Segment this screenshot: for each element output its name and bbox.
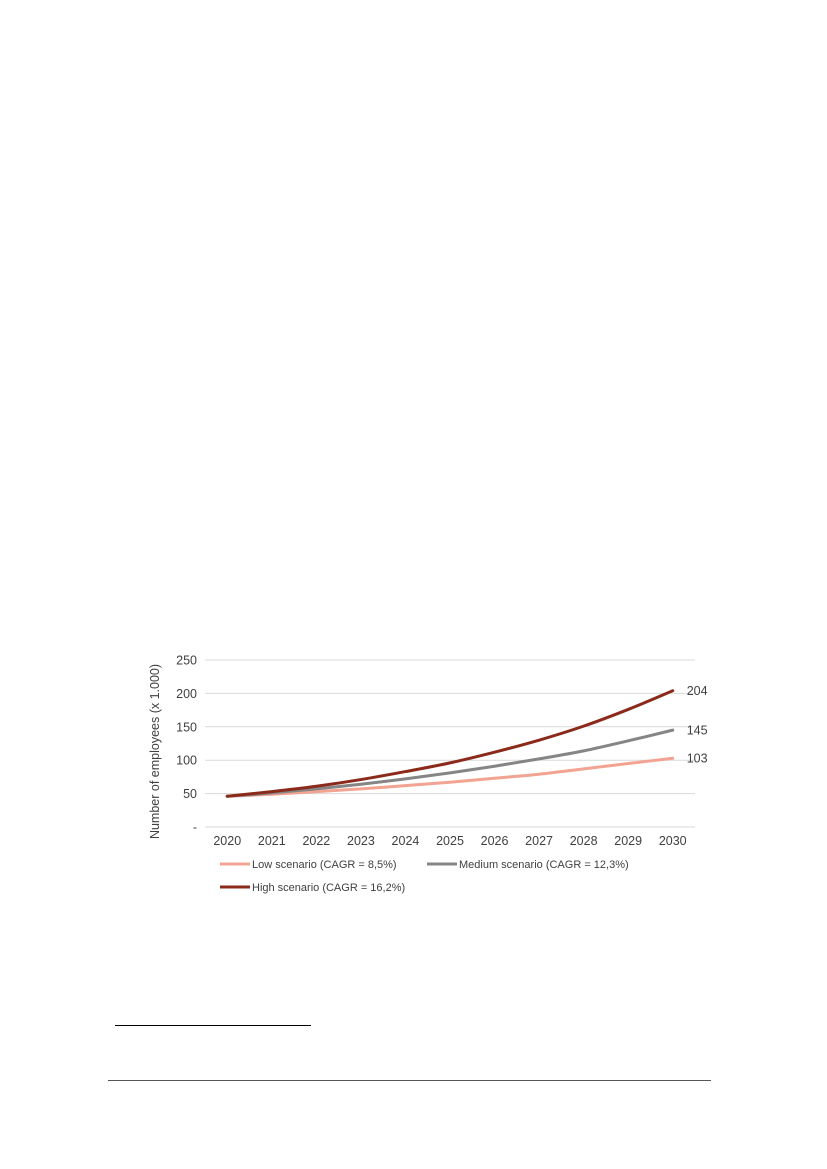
series-line-2	[225, 689, 675, 798]
y-tick-label: 150	[176, 720, 197, 734]
x-tick-label: 2027	[525, 834, 553, 848]
y-tick-label: 250	[176, 654, 197, 668]
x-tick-label: 2029	[614, 834, 642, 848]
x-tick-label: 2020	[213, 834, 241, 848]
y-tick-label: 50	[183, 787, 197, 801]
x-tick-label: 2024	[392, 834, 420, 848]
x-tick-label: 2028	[570, 834, 598, 848]
x-tick-label: 2026	[481, 834, 509, 848]
y-axis-title: Number of employees (x 1.000)	[148, 664, 162, 839]
x-tick-label: 2030	[659, 834, 687, 848]
series-end-label: 204	[687, 684, 708, 698]
x-tick-label: 2023	[347, 834, 375, 848]
x-tick-label: 2022	[302, 834, 330, 848]
series-line-0	[225, 756, 675, 798]
y-tick-label: 100	[176, 754, 197, 768]
y-tick-label: 200	[176, 687, 197, 701]
series-line-1	[225, 728, 675, 798]
chart-svg: - 50 100 150 200 250 2020 2021 2022 2023 2024 2025 2…	[148, 654, 708, 895]
legend-label: Medium scenario (CAGR = 12,3%)	[459, 859, 629, 871]
page-footer-rule	[108, 1080, 711, 1081]
line-chart: - 50 100 150 200 250 2020 2021 2022 2023 2024 2025 2…	[140, 645, 740, 910]
legend-label: Low scenario (CAGR = 8,5%)	[252, 859, 397, 871]
legend-label: High scenario (CAGR = 16,2%)	[252, 882, 405, 894]
x-tick-label: 2025	[436, 834, 464, 848]
x-tick-label: 2021	[258, 834, 286, 848]
series-end-label: 103	[687, 752, 708, 766]
footnote-separator	[115, 1025, 311, 1026]
y-tick-label: -	[193, 821, 197, 835]
series-end-label: 145	[687, 724, 708, 738]
